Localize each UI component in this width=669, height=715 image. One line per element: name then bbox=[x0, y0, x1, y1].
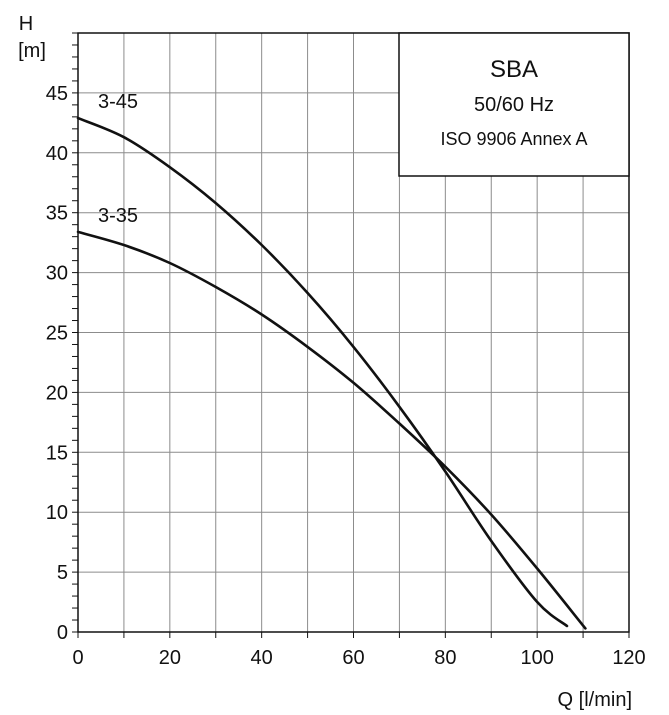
y-tick-label: 25 bbox=[46, 323, 68, 345]
x-tick-label: 0 bbox=[72, 647, 83, 669]
y-tick-label: 0 bbox=[57, 622, 68, 644]
x-tick-label: 100 bbox=[520, 647, 553, 669]
y-tick-label: 10 bbox=[46, 502, 68, 524]
series-label-3-45: 3-45 bbox=[98, 91, 138, 113]
y-tick-label: 30 bbox=[46, 263, 68, 285]
y-tick-label: 15 bbox=[46, 442, 68, 464]
y-tick-label: 45 bbox=[46, 83, 68, 105]
y-axis-symbol: H bbox=[19, 13, 33, 35]
series-curves bbox=[76, 116, 587, 630]
y-tick-label: 40 bbox=[46, 143, 68, 165]
y-tick-label: 20 bbox=[46, 382, 68, 404]
series-label-3-35: 3-35 bbox=[98, 205, 138, 227]
x-tick-label: 60 bbox=[342, 647, 364, 669]
legend-frequency: 50/60 Hz bbox=[474, 94, 554, 116]
legend-title: SBA bbox=[490, 56, 538, 83]
minor-ticks bbox=[72, 32, 630, 638]
legend-box: SBA 50/60 Hz ISO 9906 Annex A bbox=[398, 32, 630, 177]
legend-standard: ISO 9906 Annex A bbox=[440, 129, 587, 149]
x-tick-label: 80 bbox=[434, 647, 456, 669]
x-tick-labels: 0 20 40 60 80 100 120 bbox=[72, 647, 645, 669]
y-tick-labels: 0 5 10 15 20 25 30 35 40 45 bbox=[46, 83, 68, 644]
x-tick-label: 20 bbox=[159, 647, 181, 669]
x-tick-label: 40 bbox=[251, 647, 273, 669]
x-axis-label: Q [l/min] bbox=[558, 689, 632, 711]
series-line-3-35 bbox=[76, 230, 587, 630]
x-tick-label: 120 bbox=[612, 647, 645, 669]
legend-frame bbox=[398, 32, 630, 177]
y-tick-label: 5 bbox=[57, 562, 68, 584]
y-axis-unit: [m] bbox=[18, 40, 46, 62]
plot-frame bbox=[77, 32, 630, 633]
series-line-3-45 bbox=[76, 116, 569, 628]
series-labels: 3-45 3-35 bbox=[98, 91, 138, 227]
y-tick-label: 35 bbox=[46, 203, 68, 225]
